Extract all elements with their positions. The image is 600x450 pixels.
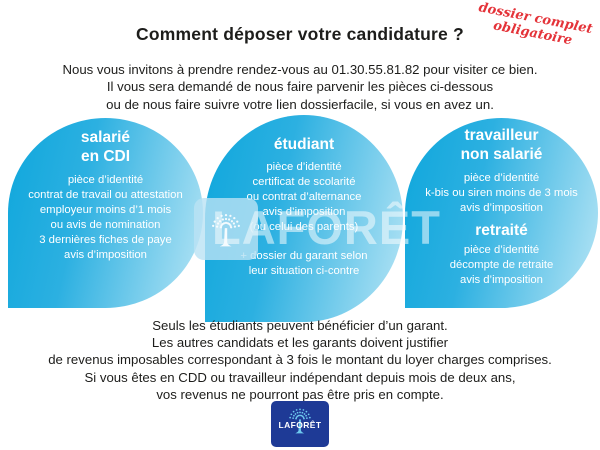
card-item: (ou celui des parents): [249, 221, 359, 233]
intro-line: Il vous sera demandé de nous faire parve…: [106, 79, 494, 95]
card-item: avis d’imposition: [64, 249, 147, 261]
laforet-logo: LAFORÊT: [271, 401, 329, 447]
card-items: pièce d’identité certificat de scolarité…: [205, 160, 403, 235]
card-items: pièce d’identité k-bis ou siren moins de…: [405, 171, 598, 216]
card-item: ou contrat d’alternance: [246, 191, 362, 203]
card-title: travailleur non salarié: [405, 126, 598, 164]
laforet-watermark: LAFORÊT: [212, 201, 441, 254]
card-title-line: non salarié: [460, 146, 543, 163]
card-item: avis d’imposition: [460, 274, 543, 286]
watermark-tree-badge: [194, 198, 258, 260]
intro-line: Nous vous invitons à prendre rendez-vous…: [62, 62, 538, 77]
card-item: employeur moins d’1 mois: [39, 204, 172, 216]
card-item: ou avis de nomination: [50, 219, 161, 231]
laforet-logo-text: LAFORÊT: [278, 420, 322, 430]
card-item: décompte de retraite: [449, 259, 554, 271]
card-item: certificat de scolarité: [252, 176, 356, 188]
card-item: pièce d’identité: [266, 161, 342, 173]
card-note-line: + dossier du garant selon: [240, 250, 368, 262]
card-subtitle: retraité: [475, 222, 528, 239]
card-title: salarié en CDI: [8, 128, 203, 166]
footer-line: Les autres candidats et les garants doiv…: [151, 335, 449, 351]
card-items: pièce d’identité décompte de retraite av…: [405, 243, 598, 288]
footer-line: Si vous êtes en CDD ou travailleur indép…: [84, 369, 516, 385]
footer-line: vos revenus ne pourront pas être pris en…: [156, 386, 444, 402]
card-note-line: leur situation ci-contre: [248, 265, 360, 277]
card-note: + dossier du garant selon leur situation…: [205, 249, 403, 279]
intro-line: ou de nous faire suivre votre lien dossi…: [106, 96, 494, 112]
card-title-line: en CDI: [80, 148, 131, 165]
card-item: avis d’imposition: [460, 202, 543, 214]
card-title-line: travailleur: [464, 127, 539, 144]
card-title: étudiant: [273, 136, 335, 153]
card-items: pièce d’identité contrat de travail ou a…: [8, 173, 203, 263]
intro-paragraph: Nous vous invitons à prendre rendez-vous…: [0, 61, 600, 113]
card-item: 3 dernières fiches de paye: [39, 234, 172, 246]
card-salarie-cdi: salarié en CDI pièce d’identité contrat …: [8, 118, 203, 308]
footer-paragraph: Seuls les étudiants peuvent bénéficier d…: [0, 317, 600, 403]
card-item: avis d’imposition: [262, 206, 346, 218]
card-item: pièce d’identité: [463, 172, 540, 184]
card-item: pièce d’identité: [463, 244, 540, 256]
card-item: pièce d’identité: [67, 174, 144, 186]
card-travailleur-retraite: travailleur non salarié pièce d’identité…: [405, 118, 598, 308]
card-item: contrat de travail ou attestation: [28, 189, 183, 201]
footer-line: de revenus imposables correspondant à 3 …: [48, 352, 552, 368]
page-title: Comment déposer votre candidature ?: [136, 24, 464, 44]
card-title-line: salarié: [80, 129, 131, 146]
footer-line: Seuls les étudiants peuvent bénéficier d…: [152, 318, 448, 333]
card-item: k-bis ou siren moins de 3 mois: [425, 187, 578, 199]
mandatory-stamp: dossier complet obligatoire: [468, 0, 599, 53]
